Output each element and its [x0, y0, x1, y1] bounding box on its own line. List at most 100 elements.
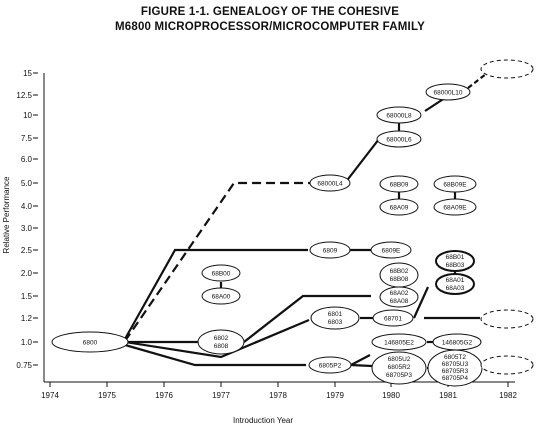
y-tick-label: 2.0 — [21, 269, 33, 278]
y-tick-label: 5.0 — [21, 179, 33, 188]
node-label: 68B09E — [443, 182, 467, 189]
node-68A09E: 68A09E — [433, 198, 477, 216]
node-68B09: 68B09 — [379, 175, 419, 193]
node-label: 68000L8 — [386, 113, 412, 120]
y-tick-label: 1.0 — [21, 338, 33, 347]
node-6805U2: 6805U2 6805R2 68705P3 — [371, 351, 427, 385]
y-tick-label: 15 — [23, 69, 32, 78]
y-tick-label: 7.5 — [21, 134, 33, 143]
y-tick-label: 12.5 — [16, 91, 32, 100]
node-6801: 6801 6803 — [310, 306, 360, 330]
edge-6805P2-to-6805U2 — [350, 363, 373, 368]
chip-nodes: 6800 68B00 68A00 6802 6808 6801 6803 680… — [51, 59, 534, 387]
edge-68000L4-to-68000L6 — [344, 138, 380, 184]
y-tick-label: 4.0 — [21, 202, 33, 211]
edge-6802-to-68A02 — [243, 294, 371, 343]
x-axis-ticks: 1974 1975 1976 1977 1978 1979 1980 1981 … — [41, 382, 517, 400]
node-6809E: 6809E — [370, 241, 412, 259]
x-tick-label: 1978 — [269, 391, 287, 400]
node-label: 68A01 — [446, 277, 465, 284]
node-68B01: 68B01 68B03 — [435, 250, 475, 272]
x-tick-label: 1982 — [499, 391, 517, 400]
node-146805E2: 146805E2 — [371, 333, 427, 351]
node-label: 68701 — [384, 316, 402, 323]
x-axis-title: Introduction Year — [233, 416, 293, 425]
y-tick-label: 3.0 — [21, 224, 33, 233]
node-label: 68705P4 — [442, 375, 468, 382]
node-label: 68B09 — [390, 182, 409, 189]
genealogy-edges — [124, 73, 487, 370]
node-label: 68A09E — [443, 205, 467, 212]
node-label: 6809E — [382, 248, 401, 255]
node-label: 68A08 — [390, 298, 409, 305]
node-label: 6802 — [214, 335, 229, 342]
future-node-68000 — [480, 59, 534, 79]
node-label: 68705P3 — [386, 372, 412, 379]
figure-title-line-2: M6800 MICROPROCESSOR/MICROCOMPUTER FAMIL… — [114, 21, 425, 33]
node-68701: 68701 — [372, 309, 414, 327]
node-label: 6801 — [328, 311, 343, 318]
y-tick-label: 6.0 — [21, 155, 33, 164]
x-tick-label: 1974 — [41, 391, 59, 400]
y-tick-label: 1.2 — [21, 314, 33, 323]
x-tick-label: 1980 — [382, 391, 400, 400]
node-label: 68A00 — [212, 294, 231, 301]
future-node-6801 — [480, 309, 534, 329]
y-axis-title: Relative Performance — [2, 176, 11, 253]
x-tick-label: 1979 — [326, 391, 344, 400]
y-axis-ticks: 15 12.5 10 7.5 6.0 5.0 4.0 3.0 2.5 2.0 1… — [16, 69, 38, 370]
node-68B02: 68B02 68B08 — [379, 262, 419, 288]
edge-6805P2-to-146805E2 — [350, 354, 371, 366]
x-tick-label: 1977 — [212, 391, 230, 400]
node-label: 68B01 — [446, 254, 465, 261]
node-label: 68B00 — [212, 271, 231, 278]
y-tick-label: 10 — [23, 111, 32, 120]
node-label: 6803 — [328, 319, 343, 326]
node-6809: 6809 — [309, 241, 351, 259]
node-146805G2: 146805G2 — [432, 333, 482, 351]
node-label: 6805P2 — [319, 363, 342, 370]
node-68000L10: 68000L10 — [425, 83, 471, 101]
edge-68701-to-68A01 — [412, 286, 430, 319]
node-label: 146805G2 — [442, 340, 473, 347]
node-68A02: 68A02 68A08 — [379, 286, 419, 308]
node-68A09: 68A09 — [379, 198, 419, 216]
node-label: 6808 — [214, 343, 229, 350]
node-68000L4: 68000L4 — [309, 174, 351, 192]
node-label: 6805R2 — [388, 364, 411, 371]
node-label: 6809 — [323, 248, 338, 255]
node-label: 68A03 — [446, 285, 465, 292]
edge-6800-to-68000L4 — [124, 181, 313, 342]
node-label: 68000L10 — [434, 90, 463, 97]
node-label: 146805E2 — [384, 340, 414, 347]
node-6802: 6802 6808 — [197, 329, 245, 355]
node-68000L8: 68000L8 — [376, 106, 422, 124]
future-node-6805 — [480, 355, 534, 375]
node-label: 68A09 — [390, 205, 409, 212]
node-68000L6: 68000L6 — [376, 130, 422, 148]
node-label: 6805T2 — [444, 354, 466, 361]
node-label: 6805U2 — [388, 356, 411, 363]
node-6800: 6800 — [51, 331, 129, 353]
node-label: 68B08 — [390, 276, 409, 283]
node-68A00: 68A00 — [201, 287, 241, 305]
node-label: 68B03 — [446, 262, 465, 269]
edge-6800-to-6809 — [124, 248, 308, 340]
x-tick-label: 1976 — [155, 391, 173, 400]
y-tick-label: 1.5 — [21, 292, 33, 301]
x-tick-label: 1975 — [98, 391, 116, 400]
node-68A01: 68A01 68A03 — [435, 273, 475, 295]
node-label: 68705R3 — [442, 368, 469, 375]
node-label: 68A02 — [390, 290, 409, 297]
node-68B00: 68B00 — [201, 264, 241, 282]
node-68B09E: 68B09E — [433, 175, 477, 193]
edge-6800-to-6805P2 — [124, 343, 306, 367]
node-label: 68705U3 — [442, 361, 469, 368]
edge-68000L10-to-future — [467, 73, 487, 89]
node-label: 6800 — [83, 340, 98, 347]
node-label: 68000L4 — [317, 181, 343, 188]
node-6805T2: 6805T2 68705U3 68705R3 68705P4 — [427, 349, 483, 387]
edge-6800-to-6801 — [124, 318, 310, 359]
y-tick-label: 0.75 — [16, 361, 32, 370]
